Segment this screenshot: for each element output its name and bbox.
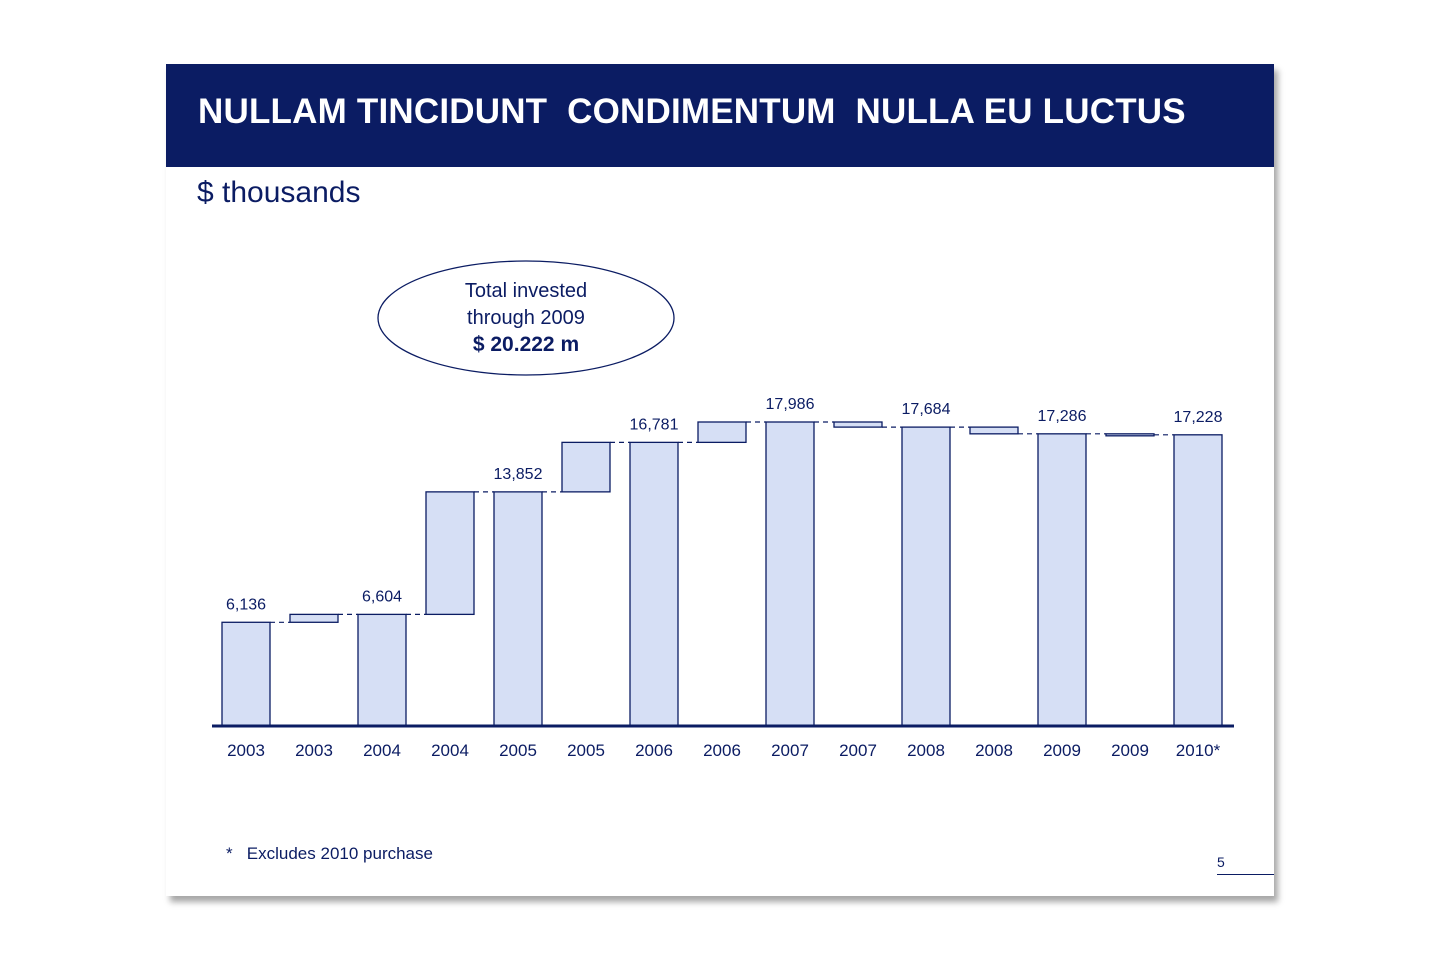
value-label-8: 17,986 xyxy=(766,396,815,413)
total-invested-callout: Total invested through 2009 $ 20.222 m xyxy=(377,260,675,376)
delta-bar-9 xyxy=(833,421,883,428)
total-bar-12 xyxy=(1037,433,1087,727)
callout-line-2: through 2009 xyxy=(467,307,585,329)
x-label-14: 2010* xyxy=(1176,741,1221,760)
value-label-6: 16,781 xyxy=(630,416,679,433)
delta-bar-11 xyxy=(969,426,1019,435)
value-label-12: 17,286 xyxy=(1038,408,1087,425)
total-bar-10 xyxy=(901,426,951,727)
x-label-10: 2008 xyxy=(907,741,945,760)
page-number-underline xyxy=(1217,874,1274,875)
value-label-10: 17,684 xyxy=(902,401,951,418)
slide-subtitle: $ thousands xyxy=(197,176,361,209)
x-label-12: 2009 xyxy=(1043,741,1081,760)
x-label-5: 2005 xyxy=(567,741,605,760)
footnote: * Excludes 2010 purchase xyxy=(226,844,433,863)
total-bar-2 xyxy=(357,613,407,727)
value-label-14: 17,228 xyxy=(1174,409,1223,426)
title-bar: NULLAM TINCIDUNT CONDIMENTUM NULLA EU LU… xyxy=(166,64,1274,167)
x-label-11: 2008 xyxy=(975,741,1013,760)
connector-lines xyxy=(270,421,1174,623)
value-label-4: 13,852 xyxy=(494,466,543,483)
delta-bar-13 xyxy=(1105,433,1155,437)
x-label-3: 2004 xyxy=(431,741,469,760)
total-bar-4 xyxy=(493,491,543,727)
x-label-9: 2007 xyxy=(839,741,877,760)
delta-bar-1 xyxy=(289,613,339,623)
total-bar-14 xyxy=(1173,434,1223,727)
x-label-7: 2006 xyxy=(703,741,741,760)
delta-bar-3 xyxy=(425,491,475,616)
delta-bar-5 xyxy=(561,441,611,493)
slide: NULLAM TINCIDUNT CONDIMENTUM NULLA EU LU… xyxy=(166,64,1274,896)
callout-line-1: Total invested xyxy=(465,280,587,302)
x-label-4: 2005 xyxy=(499,741,537,760)
total-bar-8 xyxy=(765,421,815,727)
value-label-2: 6,604 xyxy=(362,588,402,605)
x-label-6: 2006 xyxy=(635,741,673,760)
total-bar-0 xyxy=(221,621,271,727)
value-labels: 6,136 6,604 13,852 16,781 17,986 17,684 17,286… xyxy=(226,396,1223,613)
value-label-0: 6,136 xyxy=(226,596,266,613)
delta-bar-7 xyxy=(697,421,747,444)
slide-title: NULLAM TINCIDUNT CONDIMENTUM NULLA EU LU… xyxy=(198,92,1186,131)
page-number: 5 xyxy=(1217,854,1225,870)
bars xyxy=(221,421,1223,727)
x-axis-labels: 2003 2003 2004 2004 2005 2005 2006 2006 2007 2007… xyxy=(227,741,1221,760)
x-label-8: 2007 xyxy=(771,741,809,760)
callout-line-3: $ 20.222 m xyxy=(473,333,579,356)
x-label-0: 2003 xyxy=(227,741,265,760)
total-bar-6 xyxy=(629,441,679,727)
callout-ellipse xyxy=(377,260,675,376)
x-label-2: 2004 xyxy=(363,741,401,760)
x-label-1: 2003 xyxy=(295,741,333,760)
x-label-13: 2009 xyxy=(1111,741,1149,760)
